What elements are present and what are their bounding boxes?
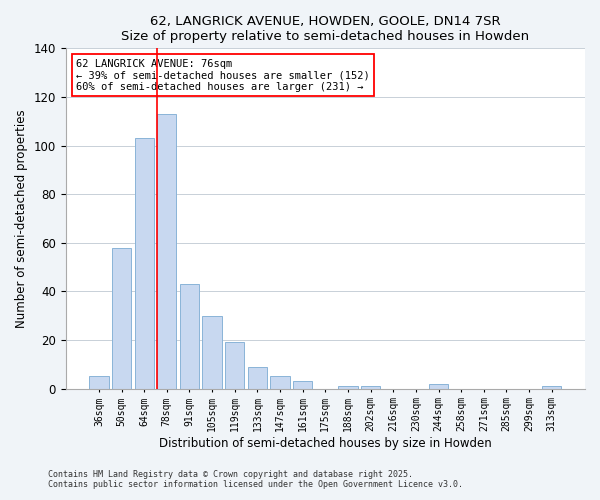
Bar [157, 114, 176, 388]
Bar [361, 386, 380, 388]
Bar [429, 384, 448, 388]
Bar [271, 376, 290, 388]
Bar [134, 138, 154, 388]
Bar [248, 366, 267, 388]
Y-axis label: Number of semi-detached properties: Number of semi-detached properties [15, 109, 28, 328]
Bar [225, 342, 244, 388]
Title: 62, LANGRICK AVENUE, HOWDEN, GOOLE, DN14 7SR
Size of property relative to semi-d: 62, LANGRICK AVENUE, HOWDEN, GOOLE, DN14… [121, 15, 529, 43]
Text: Contains HM Land Registry data © Crown copyright and database right 2025.
Contai: Contains HM Land Registry data © Crown c… [48, 470, 463, 489]
Bar [112, 248, 131, 388]
Bar [180, 284, 199, 389]
Bar [89, 376, 109, 388]
X-axis label: Distribution of semi-detached houses by size in Howden: Distribution of semi-detached houses by … [159, 437, 492, 450]
Bar [293, 382, 313, 388]
Bar [542, 386, 562, 388]
Bar [338, 386, 358, 388]
Bar [202, 316, 222, 388]
Text: 62 LANGRICK AVENUE: 76sqm
← 39% of semi-detached houses are smaller (152)
60% of: 62 LANGRICK AVENUE: 76sqm ← 39% of semi-… [76, 58, 370, 92]
